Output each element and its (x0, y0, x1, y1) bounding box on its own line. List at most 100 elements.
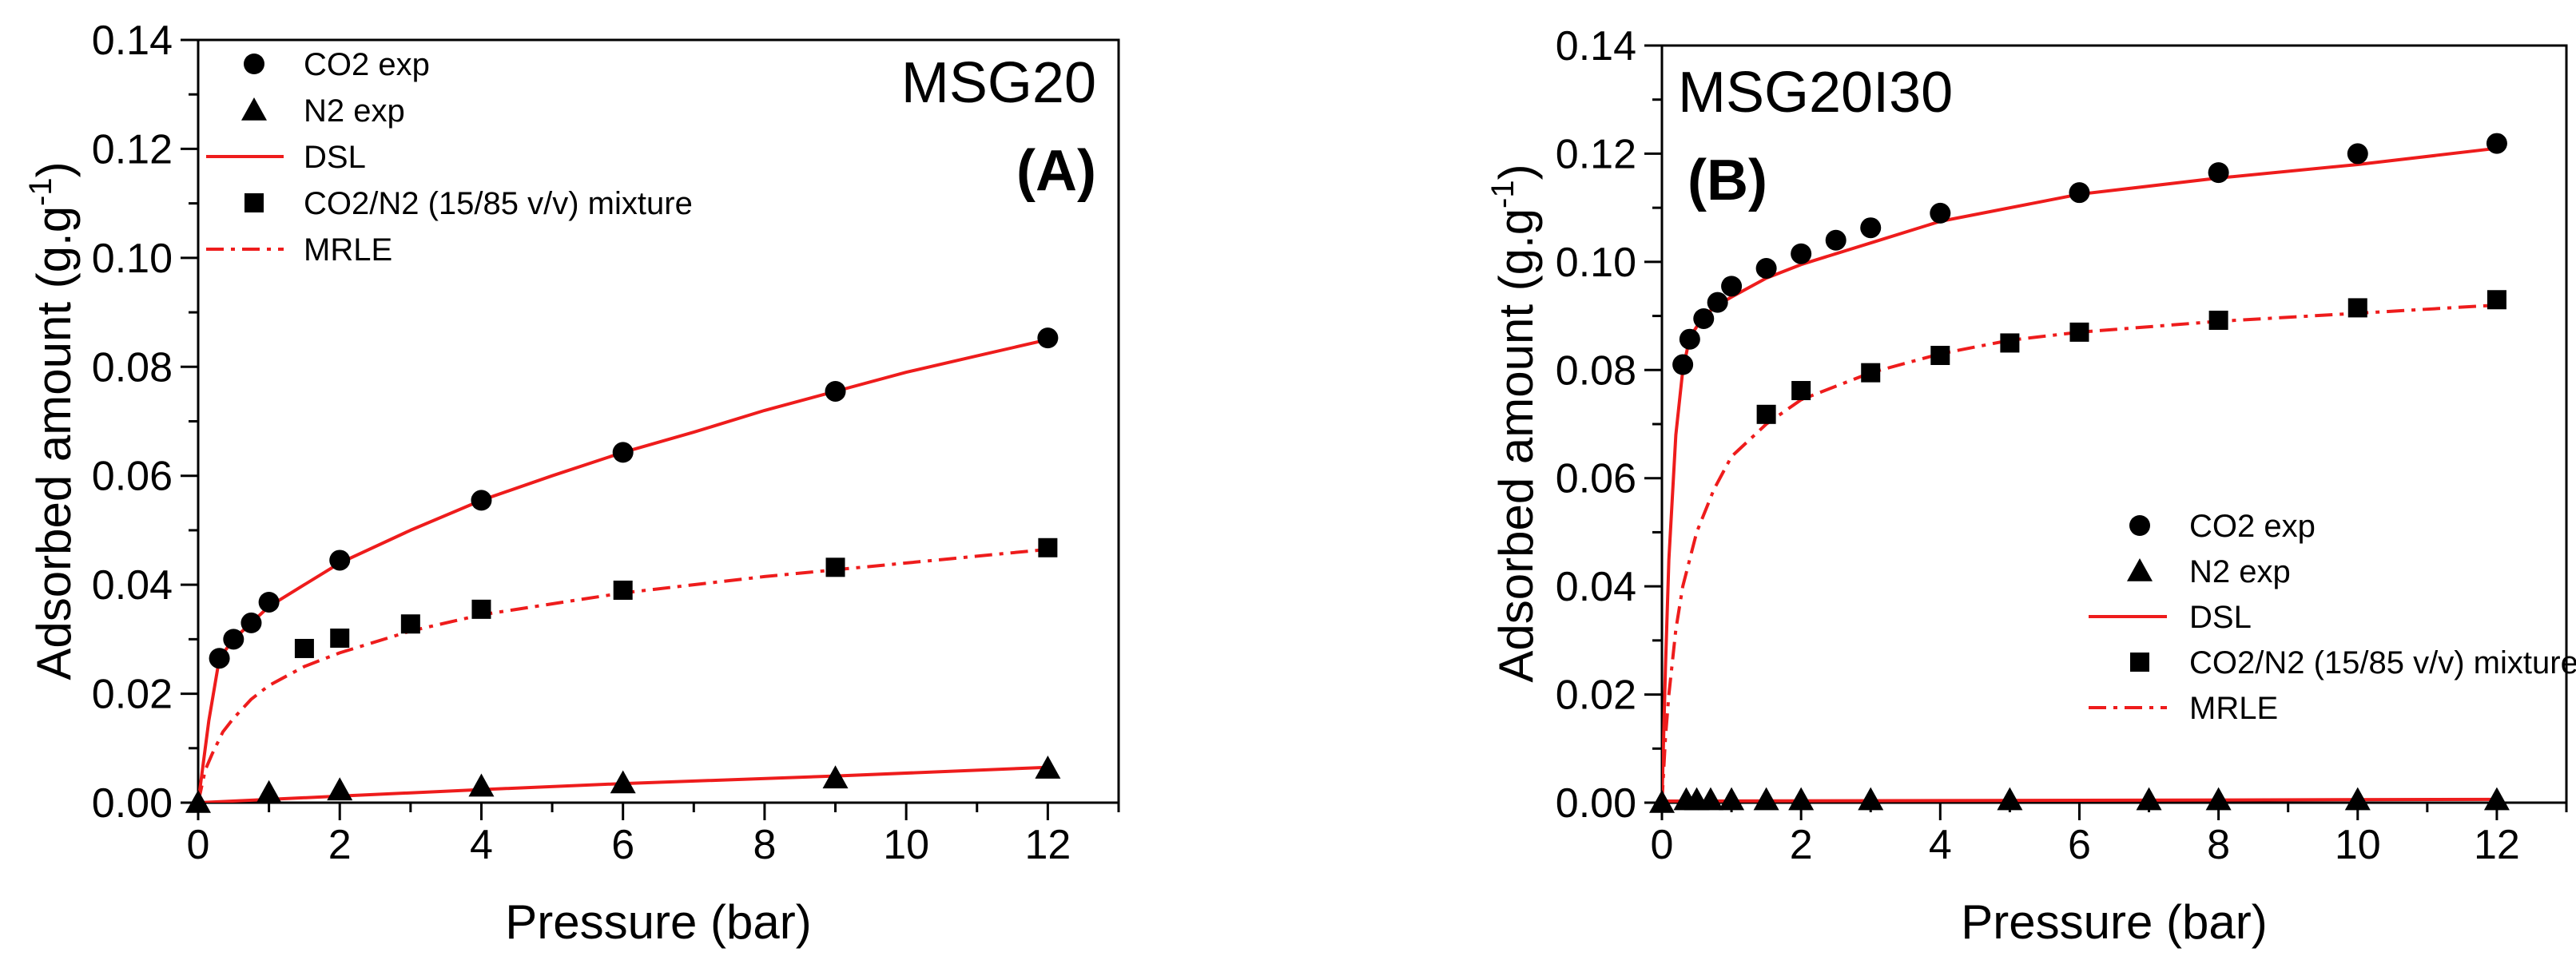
legend-item: N2 exp (241, 93, 405, 129)
y-tick-label: 0.06 (1556, 456, 1636, 502)
legend-marker (2130, 653, 2149, 672)
legend-item: MRLE (2089, 691, 2278, 726)
legend-label: N2 exp (2189, 554, 2291, 589)
y-tick-label: 0.08 (92, 344, 173, 391)
data-point (1753, 787, 1779, 811)
panel-label: (A) (1016, 139, 1096, 203)
x-axis-a: 0 2 4 6 8 10 12 (187, 803, 1120, 868)
y-tick-label: 0.12 (92, 126, 173, 173)
data-point (223, 629, 244, 650)
x-tick-label: 10 (883, 822, 929, 868)
y-axis-title: Adsorbed amount (g.g-1) (23, 161, 81, 680)
data-point (1693, 307, 1715, 329)
data-point (1825, 229, 1847, 251)
x-tick-label: 10 (2335, 822, 2381, 868)
legend-marker (241, 97, 267, 121)
data-point (209, 648, 230, 669)
data-point (471, 490, 492, 511)
series-n2-exp (185, 756, 1061, 813)
data-point (294, 638, 314, 658)
data-point (327, 777, 353, 801)
data-point (1788, 787, 1815, 811)
data-point (471, 599, 491, 619)
data-point (256, 780, 282, 803)
data-point (1649, 790, 1675, 813)
legend-a: CO2 exp N2 exp DSL CO2/N2 (15/85 v/v) mixtu… (206, 47, 693, 268)
data-point (1719, 787, 1745, 811)
data-point (258, 591, 280, 613)
series-line-mrle (1662, 303, 2498, 803)
data-point (330, 628, 350, 648)
chart-title: MSG20I30 (1678, 61, 1953, 125)
data-point (2208, 162, 2229, 184)
legend-item: CO2/N2 (15/85 v/v) mixture (2130, 645, 2576, 680)
data-point (2205, 787, 2232, 811)
y-tick-label: 0.14 (1556, 23, 1636, 69)
series-line-mrle (198, 547, 1048, 803)
data-point (329, 549, 351, 571)
data-point (1756, 404, 1776, 424)
legend-item: DSL (206, 140, 366, 175)
panel-label: (B) (1688, 149, 1767, 212)
data-point (1721, 276, 1743, 297)
series-n2-exp (1649, 787, 2510, 813)
legend-label: CO2 exp (2189, 509, 2316, 544)
legend-label: DSL (304, 140, 366, 175)
y-tick-label: 0.10 (92, 236, 173, 282)
data-point (2208, 310, 2228, 330)
y-tick-label: 0.14 (92, 18, 173, 64)
legend-label: MRLE (2189, 691, 2278, 726)
legend-item: CO2/N2 (15/85 v/v) mixture (244, 186, 693, 221)
chart-a: 0 2 4 6 8 10 12 0.00 0.02 0.04 0.06 0.08 0.10 0.12 0.1… (23, 18, 1120, 949)
data-point (468, 773, 495, 797)
x-tick-label: 0 (1651, 822, 1674, 868)
data-point (1791, 381, 1811, 401)
data-point (825, 380, 846, 402)
y-tick-label: 0.06 (92, 454, 173, 500)
data-point (825, 557, 845, 577)
data-point (1672, 354, 1694, 375)
series-co2-n2-15-85-v-v-mixture (294, 538, 1058, 658)
legend-label: N2 exp (304, 93, 405, 129)
data-point (1038, 538, 1058, 557)
data-point (185, 790, 211, 813)
data-point (1997, 787, 2023, 811)
data-point (613, 580, 633, 600)
y-tick-label: 0.00 (1556, 780, 1636, 827)
data-point (2069, 322, 2089, 342)
data-point (1930, 346, 1950, 366)
y-tick-label: 0.08 (1556, 347, 1636, 394)
y-tick-label: 0.02 (1556, 672, 1636, 719)
data-point (2487, 290, 2506, 310)
chart-b: 0 2 4 6 8 10 12 0.00 0.02 0.04 0.06 0.08 0.10 0.12 0.1… (1485, 23, 2576, 949)
x-tick-label: 2 (1790, 822, 1813, 868)
legend-item: DSL (2089, 600, 2252, 635)
data-point (1037, 327, 1059, 349)
x-tick-label: 2 (328, 822, 352, 868)
y-tick-label: 0.12 (1556, 131, 1636, 177)
series-line-dsl-n2 (1662, 797, 2497, 803)
y-tick-label: 0.02 (92, 672, 173, 718)
legend-item: CO2 exp (2129, 509, 2316, 544)
x-tick-label: 6 (611, 822, 634, 868)
data-point (1755, 257, 1777, 279)
data-layer-b (1649, 133, 2510, 813)
series-co2-n2-15-85-v-v-mixture (1756, 290, 2506, 424)
chart-panel-a: 0 2 4 6 8 10 12 0.00 0.02 0.04 0.06 0.08 0.10 0.12 0.1… (23, 18, 1120, 949)
data-point (612, 442, 634, 463)
data-point (2000, 333, 2020, 353)
legend-item: CO2 exp (244, 47, 430, 82)
x-axis-b: 0 2 4 6 8 10 12 (1651, 803, 2568, 868)
series-co2-exp (209, 327, 1059, 669)
data-point (1697, 787, 1723, 811)
data-point (1035, 756, 1061, 779)
x-tick-label: 4 (1929, 822, 1952, 868)
x-tick-label: 6 (2068, 822, 2091, 868)
data-point (2486, 133, 2507, 154)
legend-marker (2129, 515, 2150, 536)
series-line-dsl-n2 (198, 765, 1048, 803)
legend-item: N2 exp (2127, 554, 2291, 589)
data-point (1861, 363, 1881, 383)
y-axis-a: 0.00 0.02 0.04 0.06 0.08 0.10 0.12 0.14 (92, 18, 198, 827)
legend-label: CO2/N2 (15/85 v/v) mixture (2189, 645, 2576, 680)
